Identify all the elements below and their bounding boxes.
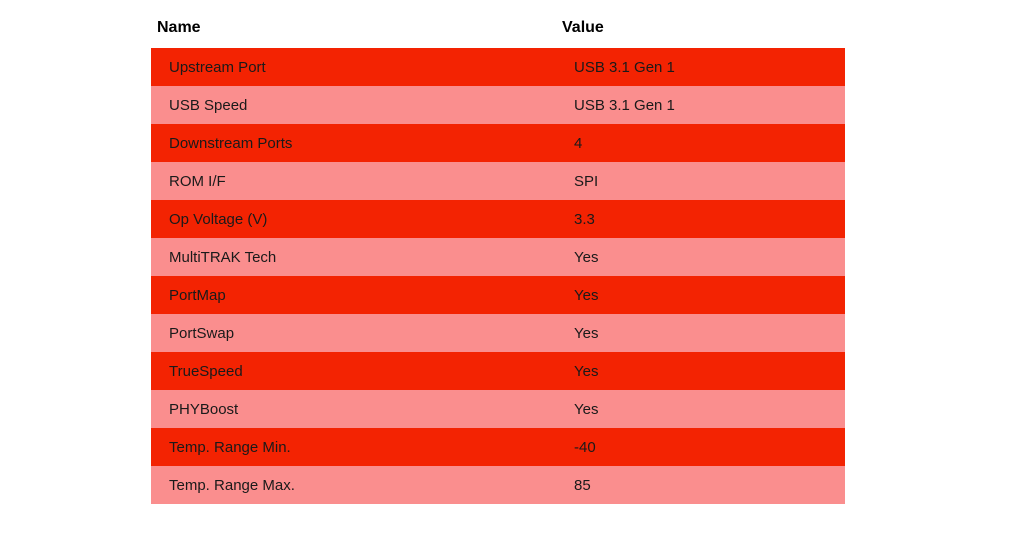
name-cell: Temp. Range Min. xyxy=(151,428,556,466)
name-cell: PortMap xyxy=(151,276,556,314)
value-cell: 3.3 xyxy=(556,200,845,238)
name-cell: Upstream Port xyxy=(151,48,556,86)
table-row: MultiTRAK Tech Yes xyxy=(151,238,845,276)
table-header: Name Value xyxy=(151,8,845,48)
value-cell: USB 3.1 Gen 1 xyxy=(556,86,845,124)
value-cell: Yes xyxy=(556,352,845,390)
table-row: USB Speed USB 3.1 Gen 1 xyxy=(151,86,845,124)
table-body: Upstream Port USB 3.1 Gen 1 USB Speed US… xyxy=(151,48,845,504)
table-row: PortSwap Yes xyxy=(151,314,845,352)
table-row: Downstream Ports 4 xyxy=(151,124,845,162)
value-cell: 4 xyxy=(556,124,845,162)
table-row: PortMap Yes xyxy=(151,276,845,314)
table-row: Temp. Range Min. -40 xyxy=(151,428,845,466)
name-cell: PHYBoost xyxy=(151,390,556,428)
table-row: ROM I/F SPI xyxy=(151,162,845,200)
name-cell: MultiTRAK Tech xyxy=(151,238,556,276)
name-cell: Op Voltage (V) xyxy=(151,200,556,238)
column-header-name: Name xyxy=(151,8,556,48)
spec-table: Name Value Upstream Port USB 3.1 Gen 1 U… xyxy=(151,8,845,504)
table-row: TrueSpeed Yes xyxy=(151,352,845,390)
value-cell: Yes xyxy=(556,238,845,276)
name-cell: Downstream Ports xyxy=(151,124,556,162)
table-row: Op Voltage (V) 3.3 xyxy=(151,200,845,238)
value-cell: -40 xyxy=(556,428,845,466)
header-row: Name Value xyxy=(151,8,845,48)
column-header-value: Value xyxy=(556,8,845,48)
table-row: PHYBoost Yes xyxy=(151,390,845,428)
name-cell: TrueSpeed xyxy=(151,352,556,390)
value-cell: SPI xyxy=(556,162,845,200)
value-cell: Yes xyxy=(556,276,845,314)
table-row: Temp. Range Max. 85 xyxy=(151,466,845,504)
name-cell: USB Speed xyxy=(151,86,556,124)
name-cell: ROM I/F xyxy=(151,162,556,200)
value-cell: USB 3.1 Gen 1 xyxy=(556,48,845,86)
value-cell: Yes xyxy=(556,314,845,352)
name-cell: PortSwap xyxy=(151,314,556,352)
name-cell: Temp. Range Max. xyxy=(151,466,556,504)
value-cell: Yes xyxy=(556,390,845,428)
table-row: Upstream Port USB 3.1 Gen 1 xyxy=(151,48,845,86)
spec-table-container: Name Value Upstream Port USB 3.1 Gen 1 U… xyxy=(151,8,845,504)
value-cell: 85 xyxy=(556,466,845,504)
